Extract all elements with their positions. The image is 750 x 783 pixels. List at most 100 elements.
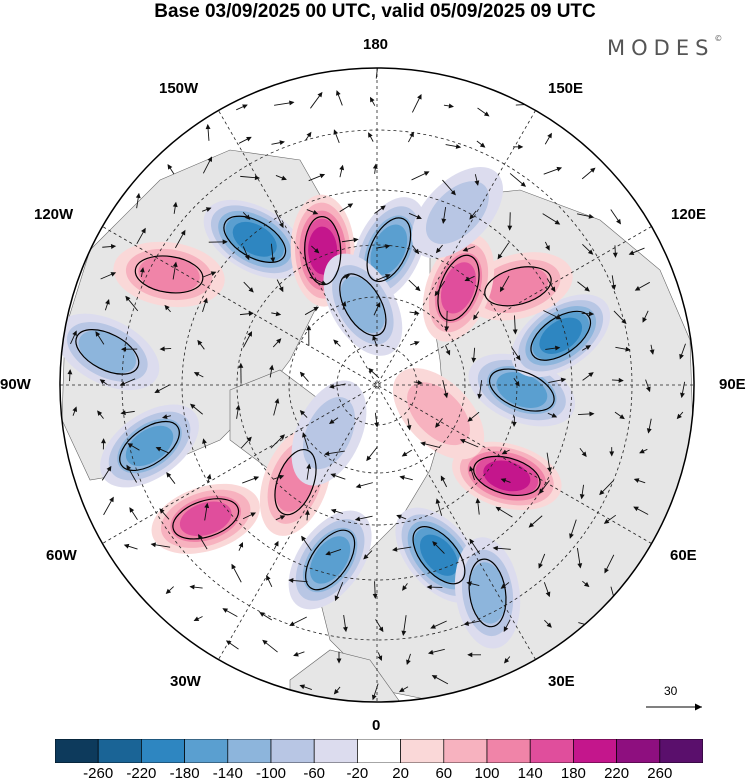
wind-arrow <box>306 325 312 346</box>
anomaly-contour <box>366 217 412 282</box>
wind-arrow <box>582 345 592 351</box>
wind-arrow <box>613 310 627 325</box>
wind-arrow <box>546 452 552 473</box>
wind-arrow <box>304 306 320 316</box>
wind-arrow <box>266 574 273 588</box>
wind-arrow <box>275 515 286 521</box>
wind-arrow <box>507 212 513 231</box>
colorbar-segment <box>443 739 488 763</box>
lon-label-90e: 90E <box>719 376 746 393</box>
anomaly-fill <box>138 255 200 294</box>
wind-arrow <box>373 301 381 316</box>
map-disc <box>60 68 694 702</box>
colorbar-tick-label: 60 <box>435 765 453 782</box>
lon-label-90w: 90W <box>0 376 31 393</box>
wind-arrow <box>377 652 383 661</box>
wind-arrow <box>614 411 625 420</box>
wind-arrow <box>543 310 562 320</box>
wind-arrow <box>202 438 207 449</box>
wind-arrow <box>269 364 274 378</box>
wind-arrow <box>543 166 563 175</box>
wind-arrow <box>408 212 422 220</box>
colorbar-segment <box>616 739 661 763</box>
wind-arrow <box>477 380 483 400</box>
lon-label-120w: 120W <box>34 206 74 223</box>
wind-arrow <box>634 281 650 291</box>
wind-arrow <box>466 581 480 587</box>
colorbar-tick-label: 100 <box>474 765 500 782</box>
colorbar-segment <box>55 739 99 763</box>
map-title: Base 03/09/2025 00 UTC, valid 05/09/2025… <box>154 1 596 22</box>
wind-arrow <box>581 167 596 180</box>
wind-arrow <box>495 506 513 518</box>
wind-arrow <box>222 608 238 617</box>
wind-arrow <box>542 213 561 225</box>
wind-arrow <box>204 502 210 521</box>
colorbar-segment <box>313 739 358 763</box>
wind-arrow <box>477 107 490 117</box>
wind-arrow <box>676 411 684 420</box>
colorbar-segment <box>97 739 142 763</box>
wind-arrow <box>95 331 105 345</box>
anomaly-fill <box>370 224 408 275</box>
wind-arrow <box>444 310 450 332</box>
anomaly-fill <box>487 266 549 306</box>
wind-arrow <box>372 581 378 599</box>
colorbar <box>55 739 703 763</box>
anomaly-contour <box>484 266 552 307</box>
colorbar-segment <box>270 739 315 763</box>
wind-arrow <box>301 535 312 551</box>
wind-arrow <box>103 496 114 516</box>
wind-arrow <box>271 140 285 146</box>
wind-arrow <box>463 620 482 626</box>
wind-arrow <box>100 272 117 280</box>
colorbar-segment <box>357 739 401 763</box>
anomaly-contour <box>223 215 287 263</box>
wind-arrow <box>582 580 590 588</box>
wind-arrow <box>273 398 280 416</box>
wind-arrow <box>582 244 594 255</box>
wind-arrow <box>412 245 420 255</box>
wind-arrow <box>545 345 561 351</box>
wind-arrow <box>538 480 550 495</box>
wind-arrow <box>150 542 171 548</box>
wind-arrow <box>242 476 260 484</box>
colorbar-segment <box>659 739 703 763</box>
wind-arrow <box>205 123 211 141</box>
wind-arrow <box>293 651 305 657</box>
wind-arrow <box>413 380 423 385</box>
wind-arrow <box>243 281 254 293</box>
wind-arrow <box>306 209 319 215</box>
wind-arrow <box>646 418 652 434</box>
wind-arrow <box>126 464 137 483</box>
wind-arrow <box>129 507 138 520</box>
wind-arrow <box>509 173 527 187</box>
wind-arrow <box>339 203 354 213</box>
wind-arrow <box>408 279 421 292</box>
colorbar-tick-label: 260 <box>647 765 673 782</box>
wind-arrow <box>172 201 178 214</box>
wind-arrow <box>238 362 244 384</box>
wind-arrow <box>544 132 552 145</box>
lon-label-150e: 150E <box>548 80 584 97</box>
wind-arrow <box>193 372 204 378</box>
wind-arrow <box>513 144 524 150</box>
wind-arrow <box>302 432 309 450</box>
wind-arrow <box>67 369 73 382</box>
wind-arrow <box>538 553 546 569</box>
wind-arrow <box>101 438 106 450</box>
wind-arrow <box>238 541 244 551</box>
wind-arrow <box>543 582 551 598</box>
wind-vectors <box>67 68 686 701</box>
wind-arrow <box>577 281 590 292</box>
lon-label-150w: 150W <box>159 80 199 97</box>
wind-arrow <box>615 346 631 352</box>
wind-arrow <box>159 508 170 520</box>
anomaly-fill <box>309 536 351 584</box>
wind-arrow <box>240 436 252 449</box>
wind-arrow <box>225 640 239 650</box>
wind-arrow <box>72 406 78 416</box>
wind-arrow <box>202 271 217 278</box>
colorbar-tick-label: -260 <box>83 765 114 782</box>
colorbar-segment <box>529 739 574 763</box>
